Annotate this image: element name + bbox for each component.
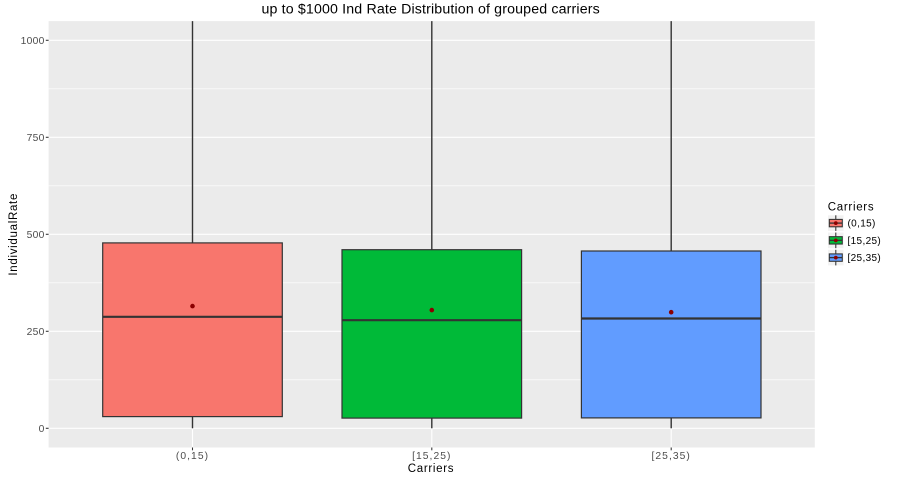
svg-text:750: 750 bbox=[27, 133, 45, 144]
svg-text:IndividualRate: IndividualRate bbox=[8, 193, 20, 276]
svg-text:(0,15): (0,15) bbox=[176, 451, 209, 462]
svg-text:[15,25): [15,25) bbox=[848, 236, 882, 247]
svg-text:(0,15): (0,15) bbox=[848, 219, 876, 230]
svg-text:[25,35): [25,35) bbox=[848, 253, 882, 264]
svg-text:Carriers: Carriers bbox=[828, 201, 875, 213]
svg-text:Carriers: Carriers bbox=[408, 463, 455, 475]
svg-text:up to $1000 Ind Rate Distribut: up to $1000 Ind Rate Distribution of gro… bbox=[261, 1, 599, 17]
svg-text:[25,35): [25,35) bbox=[651, 451, 690, 462]
svg-text:250: 250 bbox=[27, 327, 45, 338]
svg-text:1000: 1000 bbox=[21, 36, 45, 47]
svg-text:0: 0 bbox=[39, 424, 45, 435]
svg-text:500: 500 bbox=[27, 230, 45, 241]
svg-text:[15,25): [15,25) bbox=[412, 451, 451, 462]
